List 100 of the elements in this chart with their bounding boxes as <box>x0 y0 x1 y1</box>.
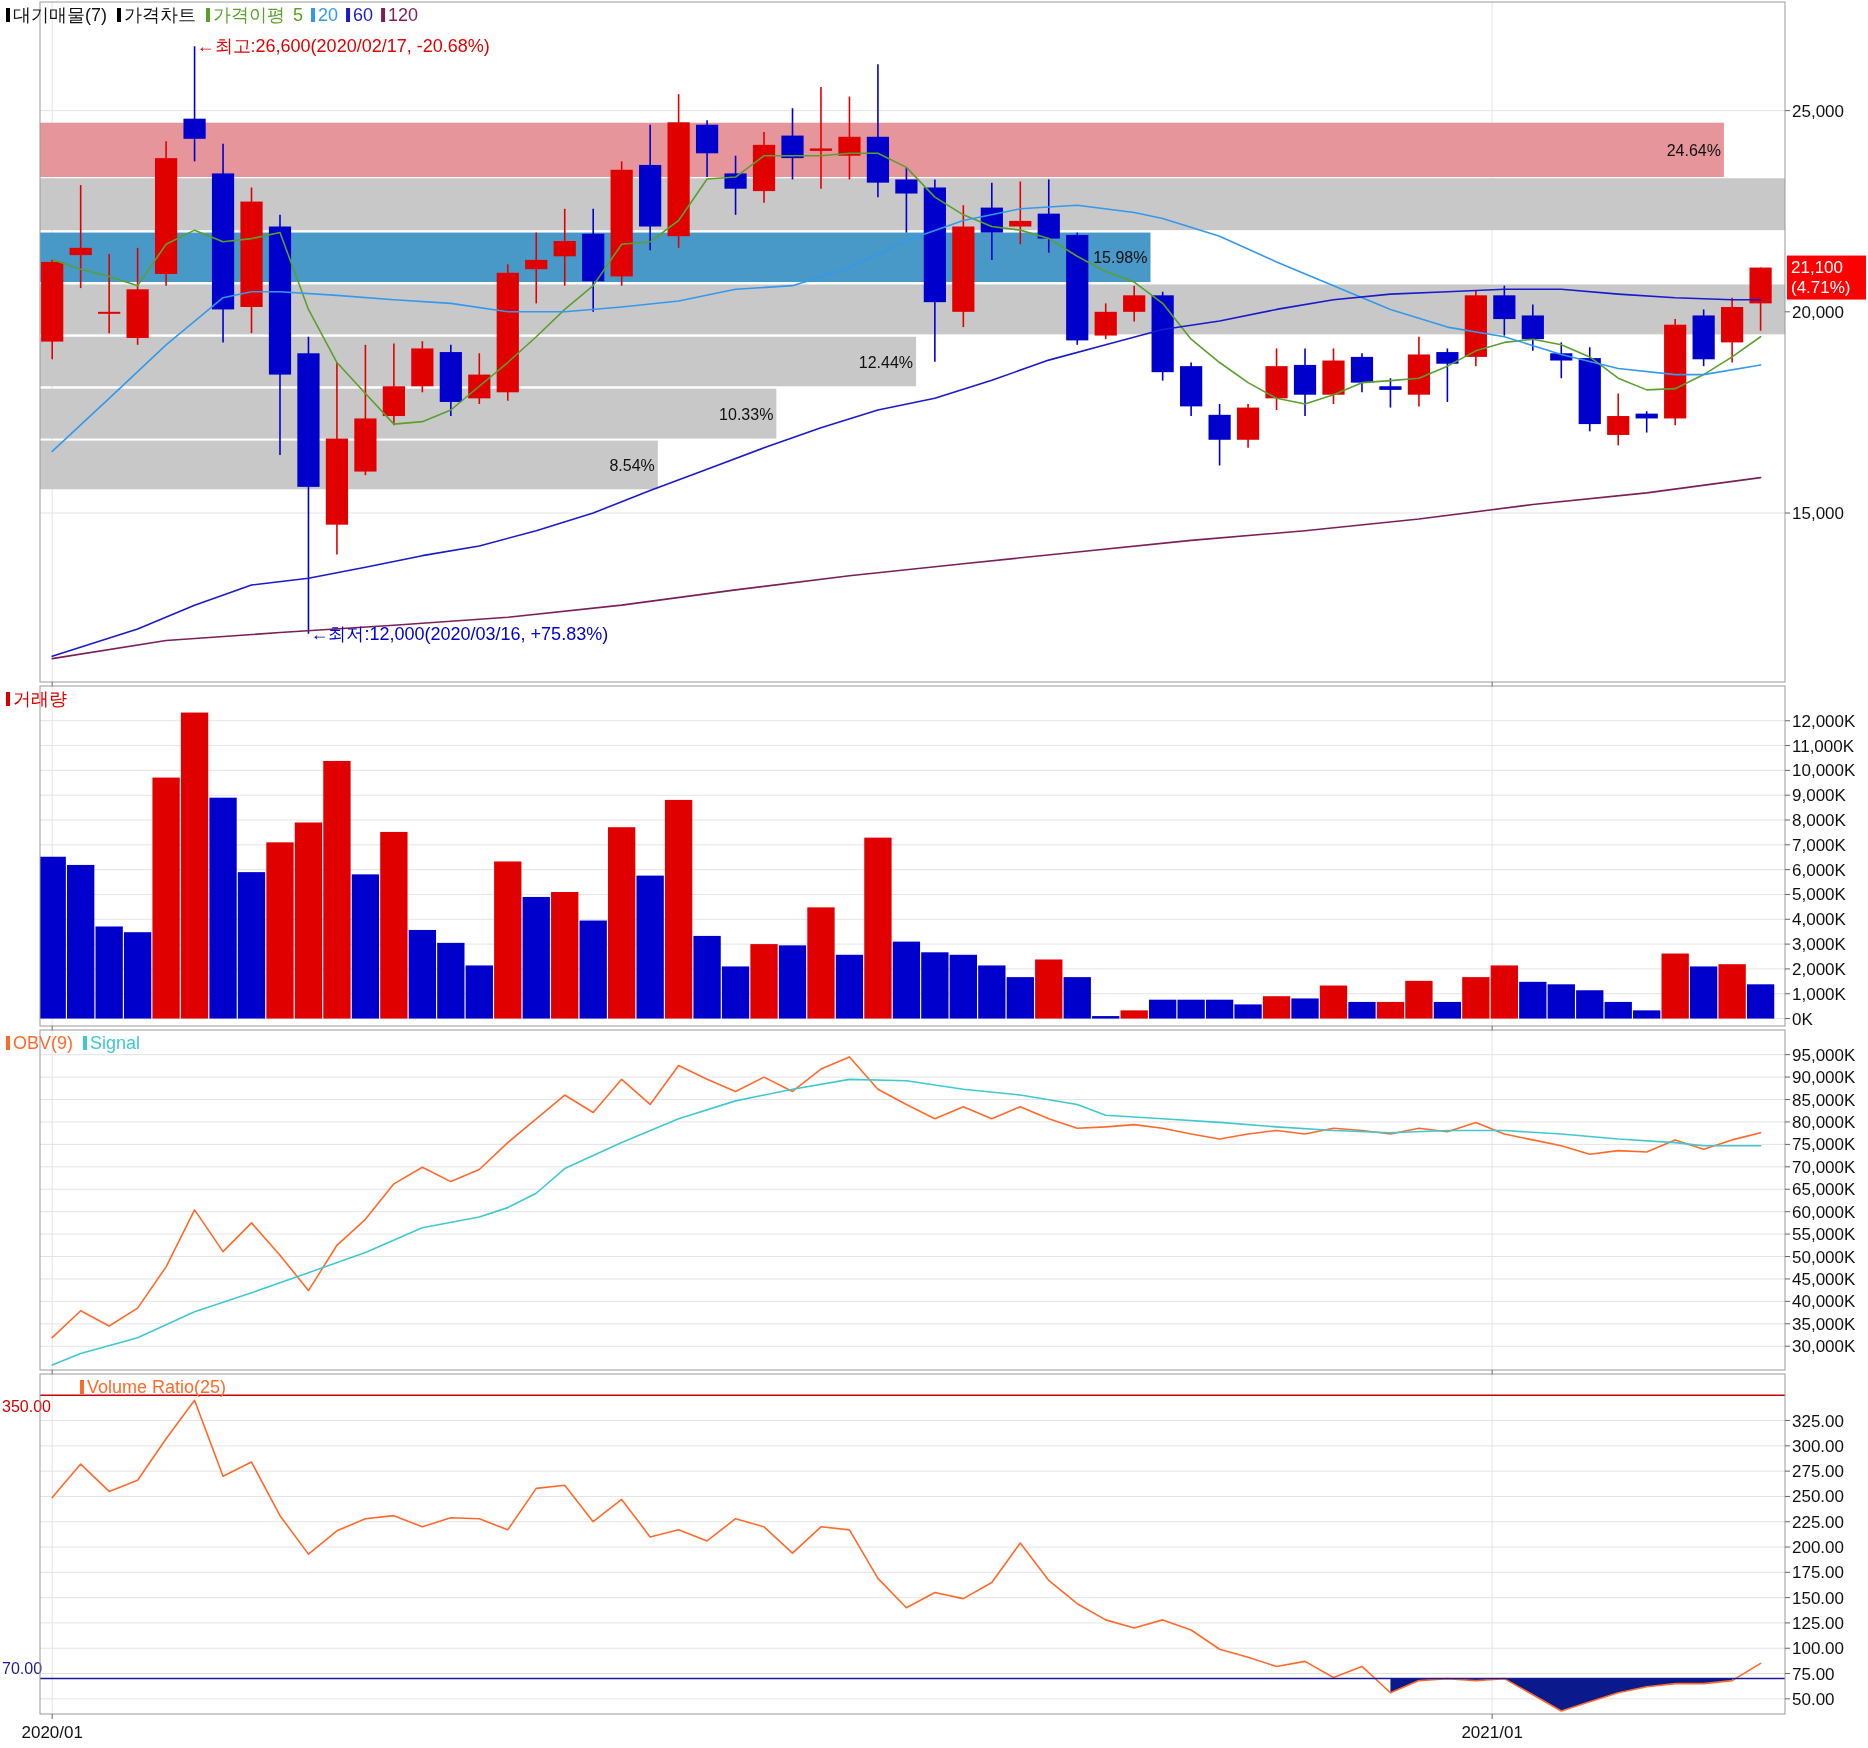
bar <box>1718 964 1746 1019</box>
y-tick-label: 225.00 <box>1792 1512 1844 1532</box>
bar <box>835 954 864 1019</box>
candlestick <box>895 166 918 234</box>
bar <box>1291 998 1319 1019</box>
band-label: 15.98% <box>1093 249 1148 267</box>
y-tick-label: 25,000 <box>1792 101 1844 121</box>
y-tick-label: 12,000K <box>1792 711 1856 731</box>
y-tick-label: 6,000K <box>1792 860 1847 880</box>
candlestick <box>525 231 548 305</box>
y-tick-label: 15,000 <box>1792 504 1844 524</box>
y-tick-label: 90,000K <box>1792 1068 1856 1088</box>
legend-label: OBV(9) <box>13 1033 74 1053</box>
legend-label: 120 <box>388 5 419 25</box>
bar <box>551 891 579 1019</box>
line-series <box>51 1399 1762 1712</box>
legend-label: 20 <box>318 5 339 25</box>
y-tick-label: 8,000K <box>1792 811 1847 831</box>
bar <box>1519 981 1547 1019</box>
y-tick-label: 3,000K <box>1792 935 1847 955</box>
y-tick-label: 7,000K <box>1792 835 1847 855</box>
y-tick-label: 250.00 <box>1792 1487 1844 1507</box>
y-tick-label: 20,000 <box>1792 302 1844 322</box>
bar <box>778 945 807 1019</box>
y-tick-label: 50,000K <box>1792 1247 1856 1267</box>
legend-label: Volume Ratio(25) <box>87 1377 227 1397</box>
annotation: ←최저:12,000(2020/03/16, +75.83%) <box>310 623 609 644</box>
y-tick-label: 200.00 <box>1792 1538 1844 1558</box>
y-tick-label: 40,000K <box>1792 1292 1856 1312</box>
line-series <box>51 476 1762 660</box>
bar <box>351 874 380 1019</box>
ref-line-label: 350.00 <box>2 1398 52 1416</box>
candlestick <box>1094 302 1117 340</box>
chart-title: 가격차트 <box>124 5 196 25</box>
y-tick-label: 175.00 <box>1792 1563 1844 1583</box>
bar <box>636 875 664 1019</box>
y-tick-label: 65,000K <box>1792 1180 1856 1200</box>
candlestick <box>809 86 833 190</box>
bar <box>750 944 778 1019</box>
bar <box>1262 996 1291 1019</box>
bar <box>380 831 408 1019</box>
y-tick-label: 45,000K <box>1792 1269 1856 1289</box>
y-tick-label: 275.00 <box>1792 1462 1844 1482</box>
bar <box>494 861 522 1019</box>
bar <box>1746 984 1775 1019</box>
y-tick-label: 100.00 <box>1792 1639 1844 1659</box>
y-tick-label: 4,000K <box>1792 910 1847 930</box>
x-tick-label: 2021/01 <box>1461 1723 1523 1742</box>
band-label: 8.54% <box>609 456 655 474</box>
y-tick-label: 10,000K <box>1792 761 1856 781</box>
bar <box>579 920 607 1019</box>
bar <box>664 799 693 1019</box>
x-tick-label: 2020/01 <box>21 1723 83 1742</box>
bar <box>807 907 835 1019</box>
candlestick <box>1009 180 1032 246</box>
ref-line-label: 70.00 <box>2 1659 43 1677</box>
y-tick-label: 2,000K <box>1792 959 1847 979</box>
y-tick-label: 95,000K <box>1792 1045 1856 1065</box>
legend-label: Signal <box>90 1033 141 1053</box>
y-tick-label: 325.00 <box>1792 1411 1844 1431</box>
chart-title: 거래량 <box>13 689 67 709</box>
y-tick-label: 5,000K <box>1792 885 1847 905</box>
bar <box>465 965 493 1019</box>
candlestick <box>1436 347 1459 403</box>
bar <box>1689 966 1718 1019</box>
legend-title: 가격이평 <box>213 5 285 25</box>
bar <box>608 827 636 1019</box>
bar <box>1006 977 1034 1019</box>
y-tick-label: 11,000K <box>1792 736 1855 756</box>
bar <box>1035 959 1063 1019</box>
candlestick <box>838 95 861 181</box>
line-series <box>51 204 1762 453</box>
y-tick-label: 75,000K <box>1792 1135 1856 1155</box>
bar <box>1433 1001 1462 1019</box>
y-tick-label: 1,000K <box>1792 984 1847 1004</box>
candlestick <box>553 208 576 287</box>
y-tick-label: 35,000K <box>1792 1314 1856 1334</box>
candlestick <box>98 253 121 334</box>
candlestick <box>1607 392 1630 447</box>
bar <box>1348 1001 1376 1019</box>
bar <box>1120 1010 1148 1019</box>
y-tick-label: 125.00 <box>1792 1613 1844 1633</box>
text: 5 <box>293 5 304 25</box>
band-label: 24.64% <box>1666 141 1721 159</box>
band-label: 12.44% <box>858 353 914 371</box>
chart-subtitle: 대기매물(7) <box>13 5 107 25</box>
y-tick-label: 80,000K <box>1792 1112 1856 1132</box>
candlestick <box>69 184 92 289</box>
line-series <box>51 1056 1762 1339</box>
annotation: ←최고:26,600(2020/02/17, -20.68%) <box>196 36 490 57</box>
legend-label: 60 <box>353 5 374 25</box>
y-tick-label: 50.00 <box>1792 1689 1835 1709</box>
bar <box>1319 985 1348 1019</box>
band-label: 10.33% <box>719 405 774 423</box>
bar <box>522 896 550 1019</box>
candlestick <box>781 107 804 181</box>
y-tick-label: 60,000K <box>1792 1202 1856 1222</box>
y-tick-label: 70,000K <box>1792 1157 1856 1177</box>
y-tick-label: 9,000K <box>1792 786 1847 806</box>
y-tick-label: 300.00 <box>1792 1436 1844 1456</box>
